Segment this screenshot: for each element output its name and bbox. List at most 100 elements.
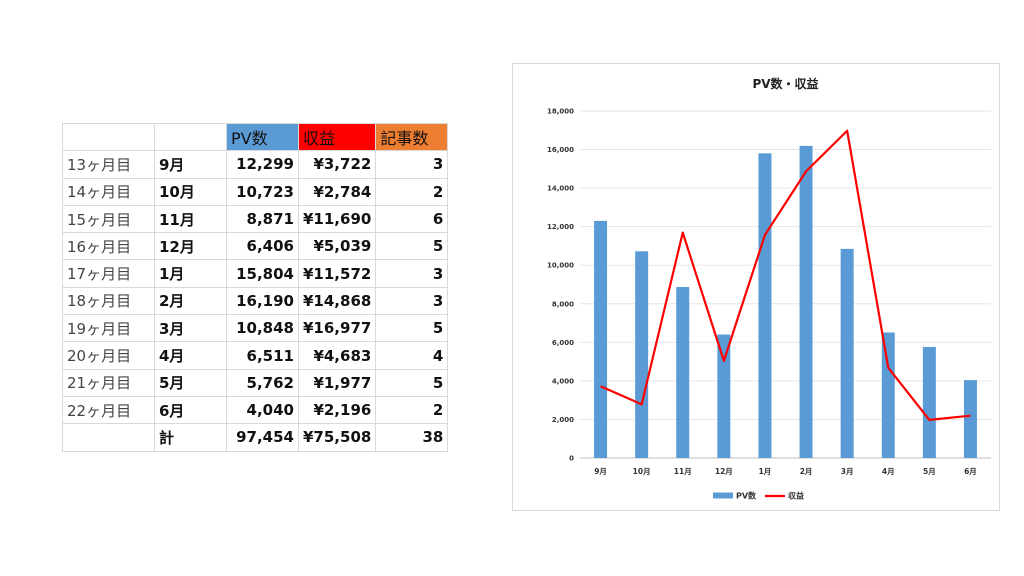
x-tick-label: 1月 — [759, 467, 772, 476]
pv-bar — [799, 145, 813, 459]
row-label: 15ヶ月目 — [62, 204, 155, 234]
y-tick-label: 2,000 — [552, 416, 574, 424]
pv-bar — [635, 251, 649, 458]
row-label: 13ヶ月目 — [62, 150, 155, 179]
articles-cell: 38 — [375, 423, 449, 452]
articles-cell: 4 — [375, 341, 449, 370]
table-row: 13ヶ月目 9月 12,299 ¥3,722 3 — [62, 150, 449, 179]
month-cell: 3月 — [154, 314, 227, 343]
month-cell: 5月 — [154, 368, 227, 397]
x-tick-label: 11月 — [674, 467, 692, 476]
pv-bar — [840, 248, 854, 458]
table-row: 19ヶ月目 3月 10,848 ¥16,977 5 — [62, 314, 449, 343]
total-row: 計 97,454 ¥75,508 38 — [62, 423, 449, 452]
month-cell: 4月 — [154, 341, 227, 370]
row-label: 20ヶ月目 — [62, 341, 155, 370]
row-label: 19ヶ月目 — [62, 314, 155, 343]
articles-cell: 5 — [375, 232, 449, 261]
month-cell: 6月 — [154, 395, 227, 425]
month-cell: 1月 — [154, 259, 227, 288]
row-label: 22ヶ月目 — [62, 395, 155, 425]
y-tick-label: 14,000 — [547, 185, 574, 193]
revenue-line — [600, 129, 971, 421]
table-header-row: PV数 収益 記事数 — [62, 122, 449, 152]
x-tick-label: 4月 — [882, 467, 895, 476]
revenue-cell: ¥3,722 — [297, 150, 377, 179]
y-tick-label: 18,000 — [547, 108, 574, 116]
month-cell: 計 — [154, 423, 227, 452]
articles-cell: 3 — [375, 286, 449, 316]
month-cell: 9月 — [154, 150, 227, 179]
header-articles: 記事数 — [375, 122, 449, 152]
combo-chart: PV数・収益 0 2,000 4,000 6,000 8,000 10,000 12,000 1… — [547, 76, 991, 501]
month-cell: 10月 — [154, 177, 227, 206]
table-row: 17ヶ月目 1月 15,804 ¥11,572 3 — [62, 259, 449, 288]
articles-cell: 2 — [375, 395, 449, 425]
revenue-cell: ¥16,977 — [297, 314, 377, 343]
pv-cell: 6,511 — [226, 341, 299, 370]
revenue-cell: ¥14,868 — [297, 286, 377, 316]
pv-bar — [594, 220, 608, 458]
articles-cell: 3 — [375, 259, 449, 288]
table-row: 14ヶ月目 10月 10,723 ¥2,784 2 — [62, 177, 449, 206]
chart-frame: PV数・収益 0 2,000 4,000 6,000 8,000 10,000 12,000 1… — [512, 63, 1000, 511]
header-blank-2 — [154, 122, 227, 152]
pv-cell: 12,299 — [226, 150, 299, 179]
row-label: 17ヶ月目 — [62, 259, 155, 288]
y-tick-label: 12,000 — [547, 223, 574, 231]
pv-cell: 8,871 — [226, 204, 299, 234]
revenue-cell: ¥75,508 — [297, 423, 377, 452]
row-label: 18ヶ月目 — [62, 286, 155, 316]
articles-cell: 2 — [375, 177, 449, 206]
pv-cell: 10,848 — [226, 314, 299, 343]
pv-cell: 97,454 — [226, 423, 299, 452]
chart-title: PV数・収益 — [752, 76, 818, 91]
revenue-cell: ¥2,196 — [297, 395, 377, 425]
month-cell: 12月 — [154, 232, 227, 261]
pv-bar — [963, 380, 977, 458]
row-label: 16ヶ月目 — [62, 232, 155, 261]
x-tick-label: 9月 — [594, 467, 607, 476]
pv-cell: 4,040 — [226, 395, 299, 425]
month-cell: 2月 — [154, 286, 227, 316]
articles-cell: 5 — [375, 314, 449, 343]
revenue-cell: ¥5,039 — [297, 232, 377, 261]
legend-pv-label: PV数 — [736, 491, 757, 501]
x-tick-label: 2月 — [800, 467, 813, 476]
table-row: 21ヶ月目 5月 5,762 ¥1,977 5 — [62, 368, 449, 397]
y-tick-label: 0 — [569, 455, 574, 463]
table-row: 22ヶ月目 6月 4,040 ¥2,196 2 — [62, 395, 449, 425]
y-tick-label: 6,000 — [552, 339, 574, 347]
pv-cell: 6,406 — [226, 232, 299, 261]
revenue-cell: ¥11,690 — [297, 204, 377, 234]
header-blank-1 — [62, 122, 155, 152]
table-row: 18ヶ月目 2月 16,190 ¥14,868 3 — [62, 286, 449, 316]
articles-cell: 5 — [375, 368, 449, 397]
table-row: 15ヶ月目 11月 8,871 ¥11,690 6 — [62, 204, 449, 234]
legend-pv-swatch — [713, 492, 733, 499]
pv-bar — [676, 286, 690, 458]
pv-cell: 16,190 — [226, 286, 299, 316]
x-tick-label: 3月 — [841, 467, 854, 476]
header-pv: PV数 — [226, 122, 299, 152]
articles-cell: 3 — [375, 150, 449, 179]
pv-cell: 15,804 — [226, 259, 299, 288]
y-tick-label: 16,000 — [547, 146, 574, 154]
month-cell: 11月 — [154, 204, 227, 234]
revenue-cell: ¥11,572 — [297, 259, 377, 288]
pv-cell: 10,723 — [226, 177, 299, 206]
revenue-cell: ¥1,977 — [297, 368, 377, 397]
table-row: 16ヶ月目 12月 6,406 ¥5,039 5 — [62, 232, 449, 261]
pv-bar — [881, 332, 895, 458]
x-tick-label: 6月 — [964, 467, 977, 476]
pv-cell: 5,762 — [226, 368, 299, 397]
table-row: 20ヶ月目 4月 6,511 ¥4,683 4 — [62, 341, 449, 370]
pv-bar — [922, 346, 936, 458]
y-tick-label: 10,000 — [547, 262, 574, 270]
row-label — [62, 423, 155, 452]
row-label: 21ヶ月目 — [62, 368, 155, 397]
row-label: 14ヶ月目 — [62, 177, 155, 206]
header-revenue: 収益 — [297, 122, 377, 152]
revenue-cell: ¥2,784 — [297, 177, 377, 206]
x-tick-label: 5月 — [923, 467, 936, 476]
